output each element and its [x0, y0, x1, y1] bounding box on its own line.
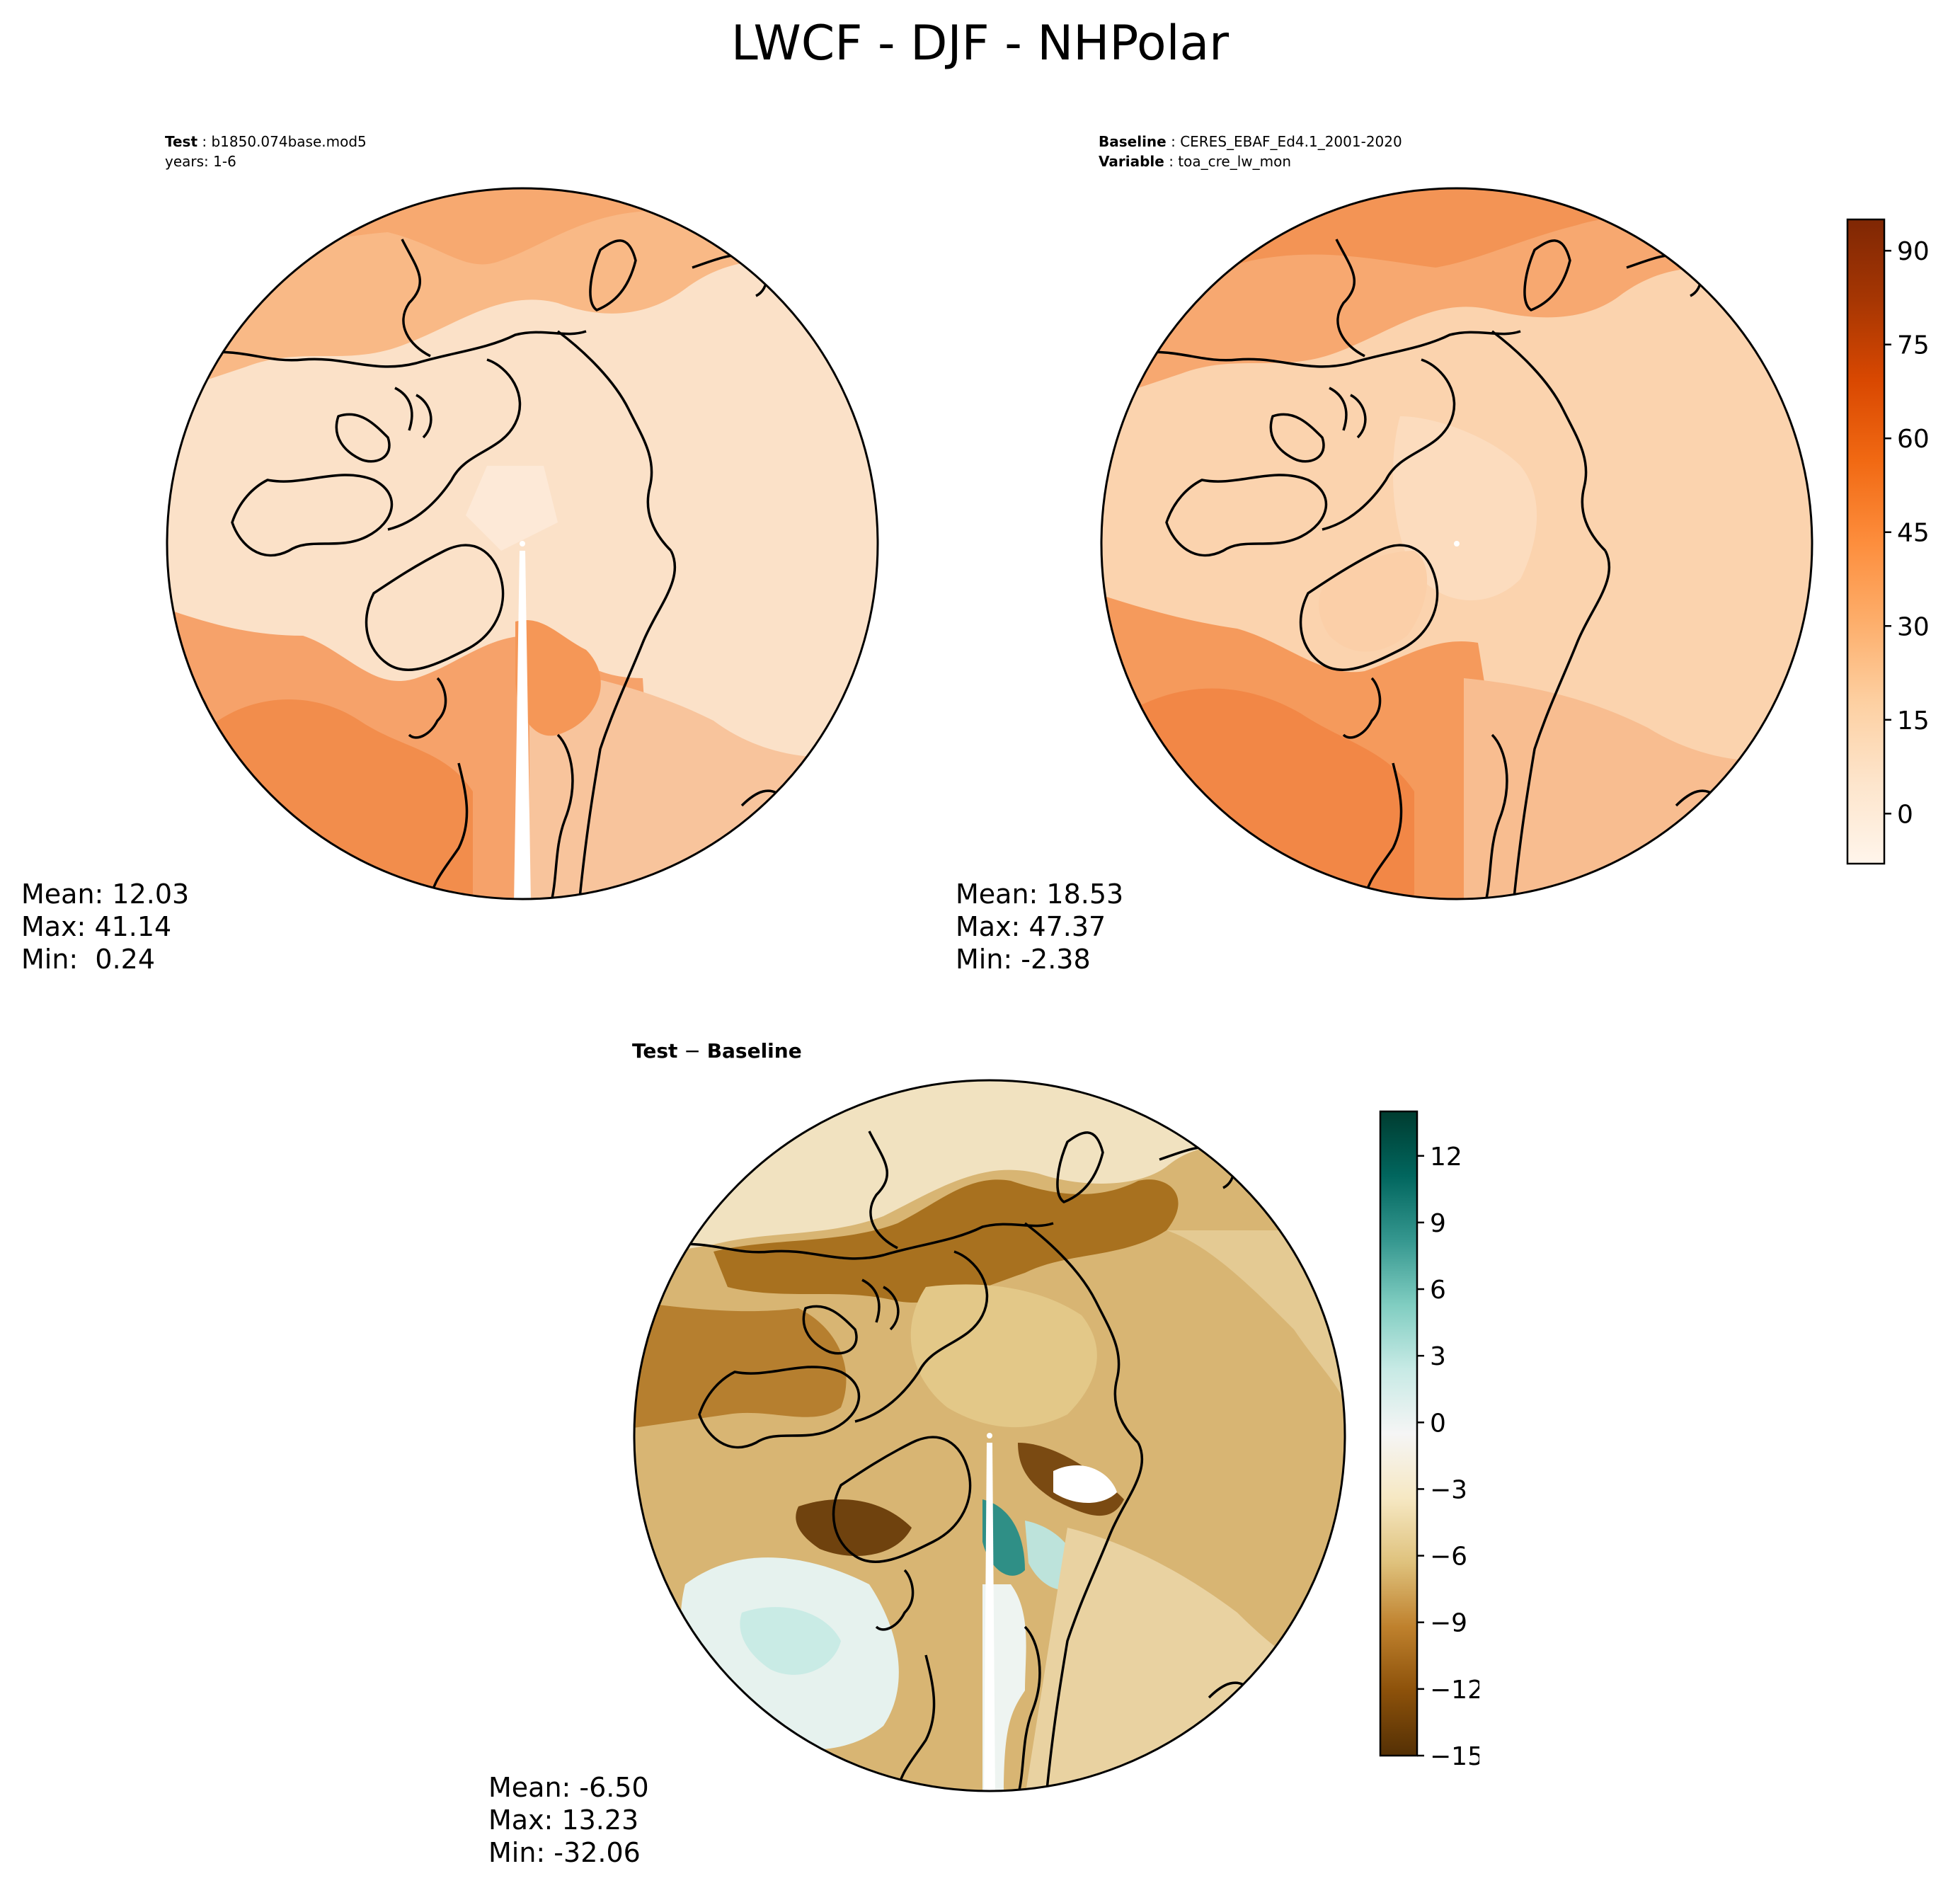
- diff-map: [633, 1079, 1346, 1792]
- diff-title-right: Baseline: [706, 1039, 802, 1063]
- test-header: Test : b1850.074base.mod5 years: 1-6: [165, 133, 367, 170]
- baseline-header: Baseline : CERES_EBAF_Ed4.1_2001-2020 Va…: [1099, 133, 1402, 170]
- diff-colorbar-tick-label: 0: [1430, 1409, 1446, 1438]
- baseline-stat-max: Max: 47.37: [956, 911, 1106, 942]
- baseline-stats: Mean: 18.53 Max: 47.37 Min: -2.38: [956, 878, 1123, 976]
- diff-colorbar-tick-label: 3: [1430, 1342, 1446, 1371]
- diff-stats: Mean: -6.50 Max: 13.23 Min: -32.06: [488, 1771, 649, 1869]
- diff-colorbar-tick-label: 12: [1430, 1143, 1462, 1172]
- test-stat-max: Max: 41.14: [21, 911, 172, 942]
- test-header-label: Test: [165, 133, 198, 150]
- test-header-value: b1850.074base.mod5: [211, 133, 367, 150]
- diff-title-op: −: [677, 1039, 707, 1063]
- baseline-variable-value: toa_cre_lw_mon: [1178, 153, 1292, 170]
- baseline-map: [1100, 187, 1813, 900]
- main-colorbar-tick-label: 15: [1897, 706, 1930, 736]
- diff-colorbar-tick-label: 6: [1430, 1276, 1446, 1305]
- diff-colorbar: 12 9 6 3 0 −3 −6 −9 −12 −15: [1379, 1110, 1479, 1770]
- diff-colorbar-tick-label: 9: [1430, 1209, 1446, 1238]
- main-colorbar-tick-label: 45: [1897, 519, 1930, 548]
- diff-stat-max: Max: 13.23: [488, 1804, 639, 1836]
- diff-colorbar-tick-label: −6: [1430, 1543, 1467, 1572]
- test-stats: Mean: 12.03 Max: 41.14 Min: 0.24: [21, 878, 189, 976]
- diff-title-left: Test: [632, 1039, 678, 1063]
- main-colorbar-tick-label: 30: [1897, 612, 1930, 641]
- diff-colorbar-tick-label: −12: [1430, 1676, 1479, 1705]
- test-stat-mean: Mean: 12.03: [21, 879, 190, 910]
- test-stat-min: Min: 0.24: [21, 944, 155, 975]
- diff-colorbar-tick-label: −9: [1430, 1609, 1467, 1638]
- baseline-header-value: CERES_EBAF_Ed4.1_2001-2020: [1180, 133, 1402, 150]
- baseline-stat-mean: Mean: 18.53: [956, 879, 1124, 910]
- figure-title: LWCF - DJF - NHPolar: [730, 16, 1230, 71]
- baseline-variable-label: Variable: [1099, 153, 1164, 170]
- test-map: [166, 187, 879, 900]
- diff-colorbar-tick-label: −15: [1430, 1742, 1479, 1770]
- main-colorbar-tick-label: 75: [1897, 331, 1930, 360]
- diff-stat-mean: Mean: -6.50: [488, 1772, 649, 1803]
- diff-colorbar-tick-label: −3: [1430, 1475, 1467, 1504]
- diff-stat-min: Min: -32.06: [488, 1837, 641, 1868]
- test-years: years: 1-6: [165, 153, 236, 170]
- baseline-header-label: Baseline: [1099, 133, 1167, 150]
- main-colorbar-tick-label: 0: [1897, 800, 1913, 829]
- main-colorbar-tick-label: 90: [1897, 237, 1930, 266]
- diff-title: Test − Baseline: [632, 1039, 802, 1063]
- main-colorbar-tick-label: 60: [1897, 425, 1930, 454]
- main-colorbar: 0 15 30 45 60 75 90: [1846, 218, 1930, 865]
- baseline-stat-min: Min: -2.38: [956, 944, 1091, 975]
